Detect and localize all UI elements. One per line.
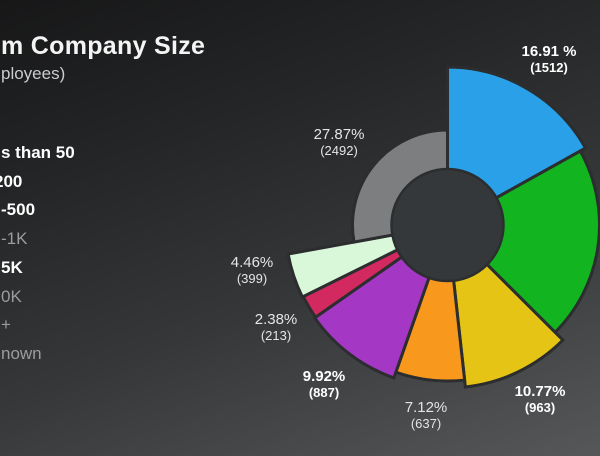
legend-item-4[interactable]: 5K — [1, 257, 23, 277]
page-title: m Company Size — [1, 32, 206, 60]
slice-gray-count: (2492) — [320, 143, 358, 158]
slice-crimson-count: (213) — [260, 328, 292, 343]
slice-blue-label: 16.91 % (1512) — [521, 44, 576, 76]
slice-green[interactable] — [445, 148, 600, 335]
legend-item-2[interactable]: -500 — [1, 200, 36, 220]
slice-mint-percent: 4.46% — [230, 254, 274, 271]
slice-crimson-label: 2.38% (213) — [255, 312, 298, 344]
slice-purple-label: 9.92% (887) — [303, 369, 346, 401]
legend-item-7[interactable]: nown — [1, 343, 42, 363]
slice-purple-count: (887) — [308, 385, 340, 400]
legend-item-0[interactable]: s than 50 — [1, 143, 75, 162]
legend-item-5[interactable]: 0K — [1, 286, 22, 306]
slice-mint-label: 4.46% (399) — [231, 255, 274, 287]
slice-blue-count: (1512) — [530, 60, 568, 75]
slice-yellow-count: (963) — [524, 400, 556, 415]
slice-orange-count: (637) — [410, 416, 442, 431]
legend: s than 50 200 -500 -1K 5K 0K + nown — [0, 0, 120, 456]
slice-mint-count: (399) — [236, 271, 268, 286]
slice-gray-label: 27.87% (2492) — [314, 127, 365, 159]
slice-crimson-percent: 2.38% — [254, 311, 298, 328]
legend-item-6[interactable]: + — [1, 315, 11, 335]
legend-item-1[interactable]: 200 — [0, 171, 23, 191]
slice-yellow-percent: 10.77% — [514, 383, 566, 400]
donut-hole — [390, 167, 505, 283]
page-subtitle: ployees) — [1, 64, 66, 83]
slice-blue-percent: 16.91 % — [521, 43, 577, 60]
slice-orange-label: 7.12% (637) — [405, 400, 448, 432]
slice-gray-percent: 27.87% — [313, 126, 365, 143]
legend-item-3[interactable]: -1K — [1, 229, 28, 249]
slice-purple-percent: 9.92% — [302, 368, 346, 385]
slice-orange-percent: 7.12% — [404, 399, 448, 416]
slice-yellow-label: 10.77% (963) — [515, 384, 566, 416]
